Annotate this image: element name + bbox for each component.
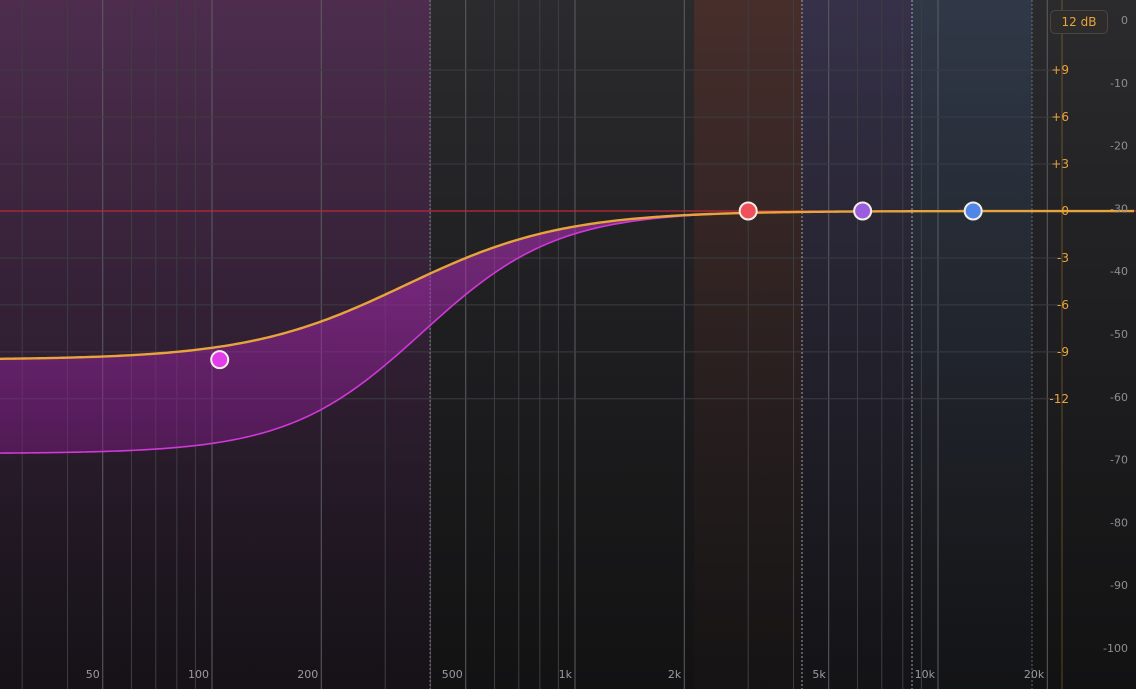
band-1-handle[interactable] — [210, 350, 230, 370]
frequency-label: 500 — [442, 668, 463, 681]
analyzer-db-label: -10 — [1110, 77, 1128, 90]
band-3-handle[interactable] — [853, 201, 873, 221]
frequency-label: 100 — [188, 668, 209, 681]
gain-scale-label: -6 — [1057, 298, 1069, 312]
analyzer-db-label: -40 — [1110, 265, 1128, 278]
gain-scale-label: -3 — [1057, 251, 1069, 265]
frequency-label: 20k — [1024, 668, 1045, 681]
gain-scale-label: +9 — [1051, 63, 1069, 77]
frequency-label: 2k — [668, 668, 682, 681]
dynamic-range-area — [0, 211, 1134, 454]
band-4-handle[interactable] — [963, 201, 983, 221]
analyzer-db-label: -20 — [1110, 140, 1128, 153]
analyzer-db-label: -100 — [1103, 642, 1128, 655]
frequency-label: 50 — [86, 668, 100, 681]
gain-scale: +9 +6 +3 0 -3 -6 -9 -12 — [1049, 63, 1069, 406]
gain-scale-label: +3 — [1051, 157, 1069, 171]
frequency-grid — [21, 0, 1048, 689]
analyzer-db-label: -70 — [1110, 454, 1128, 467]
analyzer-db-label: -80 — [1110, 516, 1128, 529]
frequency-scale: 50 100 200 500 1k 2k 5k 10k 20k — [86, 668, 1045, 681]
display-range-button[interactable]: 12 dB — [1050, 10, 1108, 34]
gain-scale-label: -9 — [1057, 345, 1069, 359]
frequency-label: 10k — [915, 668, 936, 681]
eq-response-curve[interactable] — [0, 209, 1135, 360]
analyzer-db-scale: 0 -10 -20 -30 -40 -50 -60 -70 -80 -90 -100 — [1103, 14, 1128, 655]
band-4-zone — [912, 0, 1032, 689]
analyzer-db-label: 0 — [1121, 14, 1128, 27]
frequency-label: 1k — [559, 668, 573, 681]
frequency-label: 5k — [812, 668, 826, 681]
gain-scale-label: 0 — [1061, 204, 1069, 218]
frequency-label: 200 — [297, 668, 318, 681]
gain-scale-label: +6 — [1051, 110, 1069, 124]
analyzer-db-label: -60 — [1110, 391, 1128, 404]
analyzer-db-label: -30 — [1110, 202, 1128, 215]
gain-scale-label: -12 — [1049, 392, 1069, 406]
analyzer-db-label: -90 — [1110, 579, 1128, 592]
analyzer-db-label: -50 — [1110, 328, 1128, 341]
band-2-handle[interactable] — [738, 201, 758, 221]
band-handles[interactable] — [210, 201, 983, 370]
